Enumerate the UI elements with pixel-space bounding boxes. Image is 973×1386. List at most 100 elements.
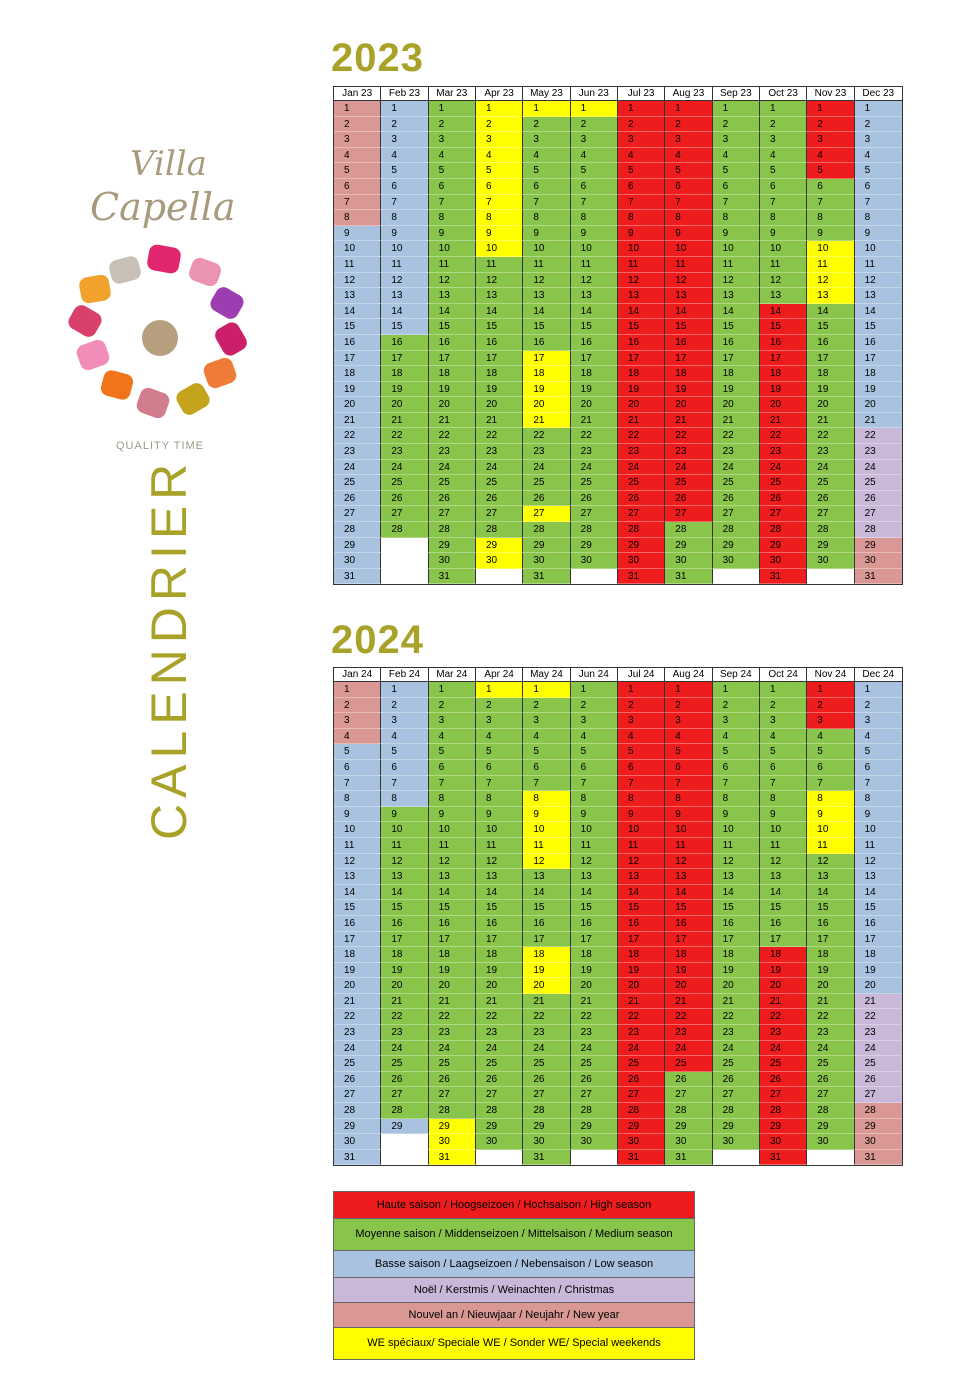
day-cell: 23	[665, 1025, 713, 1041]
day-cell: 30	[807, 553, 855, 569]
day-cell: 9	[381, 806, 429, 823]
day-cell: 14	[570, 884, 618, 901]
day-cell: 21	[523, 412, 571, 429]
day-cell: 6	[712, 178, 760, 195]
day-cell: 23	[712, 1025, 760, 1041]
day-cell: 14	[428, 303, 476, 320]
day-cell: 8	[523, 791, 571, 807]
day-cell: 30	[523, 1134, 571, 1150]
day-cell: 2	[759, 116, 808, 133]
day-cell: 4	[428, 728, 476, 745]
day-cell: 13	[854, 869, 902, 885]
day-cell: 16	[712, 915, 760, 932]
day-cell: 28	[381, 1103, 429, 1119]
day-cell: 28	[759, 1103, 808, 1119]
day-cell: 2	[334, 116, 382, 133]
day-cell: 6	[381, 178, 429, 195]
day-cell: 14	[334, 303, 382, 320]
day-cell: 3	[854, 132, 902, 148]
day-row: 19 19 19 19 19 19 19 19 19 19 19 19	[334, 962, 902, 979]
day-cell: 18	[523, 366, 571, 382]
day-cell: 4	[712, 147, 760, 164]
day-cell: 25	[523, 1056, 571, 1072]
day-cell: 8	[617, 791, 666, 807]
day-cell: 3	[475, 132, 524, 148]
day-cell: 10	[381, 241, 429, 257]
day-cell: 7	[807, 775, 855, 792]
day-cell: 7	[475, 194, 524, 211]
day-cell: 17	[475, 931, 524, 948]
cushion-wheel	[68, 244, 247, 419]
day-cell: 19	[617, 962, 666, 979]
day-cell: 26	[665, 490, 713, 507]
day-cell: 12	[475, 272, 524, 289]
legend-item: WE spéciaux/ Speciale WE / Sonder WE/ Sp…	[334, 1328, 694, 1359]
day-cell: 25	[428, 475, 476, 491]
day-cell: 10	[334, 822, 382, 838]
day-cell: 2	[523, 116, 571, 133]
day-row: 26 26 26 26 26 26 26 26 26 26 26 26	[334, 490, 902, 507]
day-cell: 30	[854, 553, 902, 569]
day-cell: 13	[428, 869, 476, 885]
day-cell: 6	[428, 178, 476, 195]
day-cell: 12	[807, 272, 855, 289]
month-header-row: Jan 24 Feb 24 Mar 24 Apr 24 May 24 Jun 24 Jul …	[334, 668, 902, 682]
day-cell: 19	[334, 381, 382, 398]
day-cell: 4	[712, 728, 760, 745]
day-cell: 17	[617, 931, 666, 948]
day-cell: 27	[475, 1087, 524, 1104]
day-cell: 28	[428, 1103, 476, 1119]
day-cell: 13	[381, 288, 429, 304]
day-cell: 6	[712, 759, 760, 776]
day-cell: 24	[759, 459, 808, 476]
day-cell: 12	[334, 853, 382, 870]
day-cell: 26	[475, 1071, 524, 1088]
day-cell: 21	[759, 993, 808, 1010]
day-cell: 19	[428, 962, 476, 979]
day-cell: 18	[759, 947, 808, 963]
day-cell: 19	[570, 962, 618, 979]
day-cell: 18	[854, 947, 902, 963]
day-cell: 18	[334, 947, 382, 963]
day-cell: 14	[381, 884, 429, 901]
day-cell: 9	[759, 225, 808, 242]
day-cell: 9	[475, 806, 524, 823]
side-title-calendrier: CALENDRIER	[141, 457, 197, 840]
day-cell: 7	[428, 194, 476, 211]
day-cell: 14	[854, 303, 902, 320]
day-cell: 21	[334, 412, 382, 429]
day-cell: 9	[617, 806, 666, 823]
day-cell: 7	[854, 194, 902, 211]
day-cell: 20	[381, 397, 429, 413]
day-cell: 14	[759, 884, 808, 901]
day-cell: 10	[617, 241, 666, 257]
day-cell: 8	[381, 210, 429, 226]
day-cell: 30	[523, 553, 571, 569]
day-cell: 26	[428, 1071, 476, 1088]
month-header: Dec 23	[862, 88, 895, 99]
day-cell: 8	[807, 210, 855, 226]
day-cell: 28	[570, 1103, 618, 1119]
day-cell: 11	[523, 256, 571, 273]
day-cell: 7	[807, 194, 855, 211]
day-cell: 1	[712, 682, 760, 698]
month-header: Jan 23	[334, 87, 382, 100]
day-cell: 31	[665, 568, 713, 585]
day-cell: 24	[475, 1040, 524, 1057]
day-cell: 24	[759, 1040, 808, 1057]
day-cell: 28	[428, 522, 476, 538]
day-cell: 22	[428, 1009, 476, 1026]
empty-cell	[381, 568, 429, 585]
day-cell: 4	[570, 728, 618, 745]
day-cell: 5	[665, 163, 713, 179]
day-cell: 13	[475, 869, 524, 885]
day-row: 28 28 28 28 28 28 28 28 28 28 28 28	[334, 1103, 902, 1119]
day-cell: 21	[381, 993, 429, 1010]
day-cell: 5	[665, 744, 713, 760]
day-cell: 15	[617, 900, 666, 916]
day-cell: 7	[475, 775, 524, 792]
day-cell: 27	[334, 506, 382, 523]
day-cell: 28	[854, 1103, 902, 1119]
day-cell: 19	[759, 381, 808, 398]
